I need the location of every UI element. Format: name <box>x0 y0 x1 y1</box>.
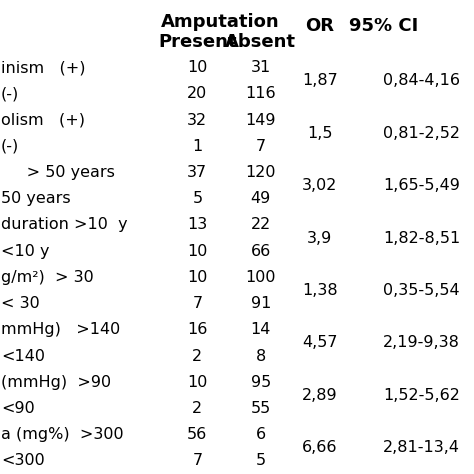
Text: 10: 10 <box>187 270 208 285</box>
Text: 37: 37 <box>187 165 208 180</box>
Text: 0,35-5,54: 0,35-5,54 <box>383 283 460 298</box>
Text: 10: 10 <box>187 375 208 390</box>
Text: g/m²)  > 30: g/m²) > 30 <box>1 270 94 285</box>
Text: 66: 66 <box>251 244 271 259</box>
Text: 3,9: 3,9 <box>307 230 332 246</box>
Text: < 30: < 30 <box>1 296 40 311</box>
Text: 49: 49 <box>251 191 271 206</box>
Text: 2,81-13,4: 2,81-13,4 <box>383 440 460 456</box>
Text: 2,89: 2,89 <box>302 388 337 403</box>
Text: duration >10  y: duration >10 y <box>1 218 128 232</box>
Text: 91: 91 <box>251 296 271 311</box>
Text: 20: 20 <box>187 86 208 101</box>
Text: 116: 116 <box>246 86 276 101</box>
Text: olism   (+): olism (+) <box>1 112 85 128</box>
Text: 8: 8 <box>256 348 266 364</box>
Text: 1,87: 1,87 <box>302 73 338 88</box>
Text: 1,82-8,51: 1,82-8,51 <box>383 230 461 246</box>
Text: (-): (-) <box>1 86 19 101</box>
Text: <300: <300 <box>1 454 45 468</box>
Text: 95% CI: 95% CI <box>349 17 418 35</box>
Text: 5: 5 <box>256 454 266 468</box>
Text: 50 years: 50 years <box>1 191 71 206</box>
Text: 2: 2 <box>192 348 202 364</box>
Text: > 50 years: > 50 years <box>1 165 115 180</box>
Text: 1,38: 1,38 <box>302 283 337 298</box>
Text: a (mg%)  >300: a (mg%) >300 <box>1 427 124 442</box>
Text: OR: OR <box>305 17 334 35</box>
Text: 14: 14 <box>251 322 271 337</box>
Text: 4,57: 4,57 <box>302 336 337 350</box>
Text: 10: 10 <box>187 244 208 259</box>
Text: (-): (-) <box>1 139 19 154</box>
Text: 100: 100 <box>246 270 276 285</box>
Text: 2,19-9,38: 2,19-9,38 <box>383 336 460 350</box>
Text: 149: 149 <box>246 112 276 128</box>
Text: 56: 56 <box>187 427 208 442</box>
Text: 10: 10 <box>187 60 208 75</box>
Text: 1,52-5,62: 1,52-5,62 <box>383 388 460 403</box>
Text: Present: Present <box>158 33 237 51</box>
Text: 0,84-4,16: 0,84-4,16 <box>383 73 460 88</box>
Text: mmHg)   >140: mmHg) >140 <box>1 322 120 337</box>
Text: 1: 1 <box>192 139 202 154</box>
Text: 32: 32 <box>187 112 208 128</box>
Text: <10 y: <10 y <box>1 244 49 259</box>
Text: 16: 16 <box>187 322 208 337</box>
Text: 55: 55 <box>251 401 271 416</box>
Text: 6,66: 6,66 <box>302 440 337 456</box>
Text: 5: 5 <box>192 191 202 206</box>
Text: (mmHg)  >90: (mmHg) >90 <box>1 375 111 390</box>
Text: 7: 7 <box>192 454 202 468</box>
Text: <140: <140 <box>1 348 45 364</box>
Text: 95: 95 <box>251 375 271 390</box>
Text: 2: 2 <box>192 401 202 416</box>
Text: 7: 7 <box>192 296 202 311</box>
Text: 120: 120 <box>246 165 276 180</box>
Text: 1,65-5,49: 1,65-5,49 <box>383 178 460 193</box>
Text: 13: 13 <box>187 218 208 232</box>
Text: 7: 7 <box>256 139 266 154</box>
Text: 6: 6 <box>256 427 266 442</box>
Text: 3,02: 3,02 <box>302 178 337 193</box>
Text: 1,5: 1,5 <box>307 126 333 141</box>
Text: Absent: Absent <box>225 33 296 51</box>
Text: 31: 31 <box>251 60 271 75</box>
Text: 22: 22 <box>251 218 271 232</box>
Text: 0,81-2,52: 0,81-2,52 <box>383 126 460 141</box>
Text: <90: <90 <box>1 401 35 416</box>
Text: Amputation: Amputation <box>161 13 279 31</box>
Text: inism   (+): inism (+) <box>1 60 85 75</box>
